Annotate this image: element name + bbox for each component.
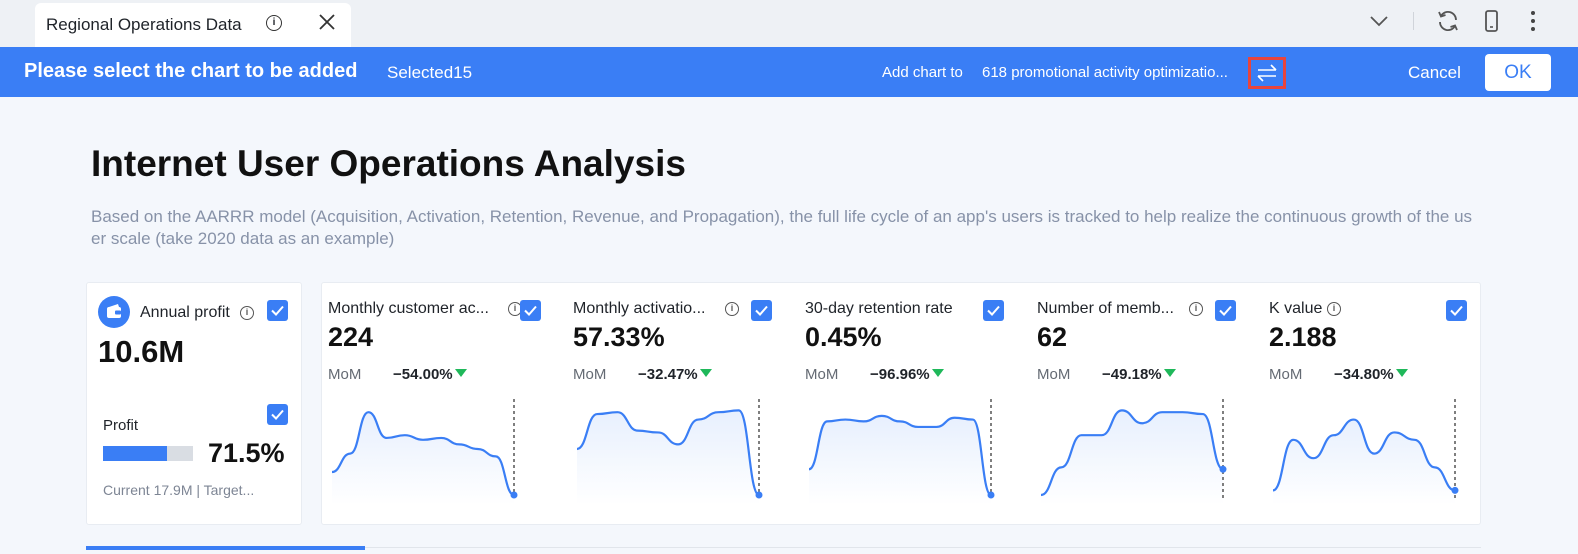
metric-checkbox[interactable] xyxy=(751,300,772,321)
selected-count: Selected15 xyxy=(387,63,473,82)
metric-checkbox[interactable] xyxy=(520,300,541,321)
sparkline-end-point xyxy=(1219,465,1227,473)
trend-sparkline xyxy=(576,399,763,505)
more-icon[interactable] xyxy=(1520,8,1546,34)
add-to-target[interactable]: 618 promotional activity optimizatio... xyxy=(982,64,1228,81)
active-tab-indicator xyxy=(86,546,365,550)
chevron-down-icon[interactable] xyxy=(1366,8,1392,34)
tab-title: Regional Operations Data xyxy=(46,15,242,34)
trend-sparkline xyxy=(331,399,518,505)
metric-value: 2.188 xyxy=(1269,322,1337,352)
profit-label: Profit xyxy=(103,417,139,434)
mom-label: MoM xyxy=(805,366,839,383)
info-icon[interactable]: i xyxy=(1327,302,1341,316)
sparkline-end-point xyxy=(755,491,763,499)
tab-divider xyxy=(365,547,1481,548)
mom-label: MoM xyxy=(573,366,607,383)
profit-percent: 71.5% xyxy=(208,438,285,468)
sparkline-area xyxy=(332,412,514,505)
sparkline-end-point xyxy=(987,491,995,499)
mom-change: −32.47% xyxy=(638,366,712,383)
annual-profit-label: Annual profit xyxy=(140,304,230,321)
trend-sparkline xyxy=(1040,399,1227,505)
profit-footer: Current 17.9M | Target... xyxy=(103,482,255,498)
mom-change: −54.00% xyxy=(393,366,467,383)
metric-number-of-members: Number of memb... i 62 MoM −49.18% xyxy=(1031,283,1261,526)
metric-checkbox[interactable] xyxy=(1446,300,1467,321)
metric-value: 57.33% xyxy=(573,322,665,352)
selection-title: Please select the chart to be added xyxy=(24,60,358,82)
wallet-icon xyxy=(98,296,130,328)
sparkline-line xyxy=(1272,418,1456,492)
metric-label: 30-day retention rate xyxy=(805,300,953,317)
tab-regional-operations[interactable]: Regional Operations Data i xyxy=(35,3,351,47)
mom-label: MoM xyxy=(1269,366,1303,383)
refresh-icon[interactable] xyxy=(1435,8,1461,34)
sparkline-line xyxy=(576,409,761,497)
profit-progress-checkbox[interactable] xyxy=(267,404,288,425)
annual-profit-checkbox[interactable] xyxy=(267,300,288,321)
metric-k-value: K value i 2.188 MoM −34.80% xyxy=(1263,283,1493,526)
switch-target-button[interactable] xyxy=(1248,57,1286,89)
sparkline-area xyxy=(809,415,991,505)
metric-label: Monthly customer ac... xyxy=(328,300,489,317)
down-triangle-icon xyxy=(931,369,944,377)
sparkline-end-point xyxy=(1451,486,1459,494)
swap-icon xyxy=(1257,64,1277,82)
metric-label: Number of memb... xyxy=(1037,300,1174,317)
metric-30-day-retention: 30-day retention rate 0.45% MoM −96.96% xyxy=(799,283,1029,526)
down-triangle-icon xyxy=(699,369,712,377)
mom-change-value: −34.80% xyxy=(1334,366,1394,383)
down-triangle-icon xyxy=(1163,369,1176,377)
metric-value: 62 xyxy=(1037,322,1068,352)
metrics-card: Monthly customer ac... i 224 MoM −54.00%… xyxy=(321,282,1481,525)
sparkline-end-point xyxy=(510,491,518,499)
mom-change-value: −96.96% xyxy=(870,366,930,383)
metric-checkbox[interactable] xyxy=(983,300,1004,321)
metric-value: 224 xyxy=(328,322,374,352)
sparkline-line xyxy=(808,414,993,497)
metric-checkbox[interactable] xyxy=(1215,300,1236,321)
page-description: Based on the AARRR model (Acquisition, A… xyxy=(91,207,1473,248)
info-icon[interactable]: i xyxy=(1189,302,1203,316)
annual-profit-card: Annual profit i 10.6M Profit 71.5% Curre… xyxy=(86,282,302,525)
mom-change: −96.96% xyxy=(870,366,944,383)
mom-change: −34.80% xyxy=(1334,366,1408,383)
close-icon[interactable] xyxy=(315,10,339,34)
metric-label: Monthly activatio... xyxy=(573,300,706,317)
mom-label: MoM xyxy=(328,366,362,383)
sparkline-area xyxy=(1273,419,1455,505)
sparkline-line xyxy=(331,411,515,497)
page-title: Internet User Operations Analysis xyxy=(91,143,686,184)
mom-change-value: −32.47% xyxy=(638,366,698,383)
mom-label: MoM xyxy=(1037,366,1071,383)
mom-change: −49.18% xyxy=(1102,366,1176,383)
tab-bar: Regional Operations Data i xyxy=(0,0,1578,47)
info-icon[interactable]: i xyxy=(725,302,739,316)
down-triangle-icon xyxy=(454,369,467,377)
mom-change-value: −49.18% xyxy=(1102,366,1162,383)
cancel-button[interactable]: Cancel xyxy=(1408,63,1461,82)
profit-progress-fill xyxy=(103,446,168,461)
trend-sparkline xyxy=(808,399,995,505)
metric-monthly-activation: Monthly activatio... i 57.33% MoM −32.47… xyxy=(567,283,797,526)
sparkline-line xyxy=(1040,409,1224,497)
down-triangle-icon xyxy=(1395,369,1408,377)
info-icon[interactable]: i xyxy=(266,15,282,31)
mobile-icon[interactable] xyxy=(1478,8,1504,34)
mom-change-value: −54.00% xyxy=(393,366,453,383)
trend-sparkline xyxy=(1272,399,1459,505)
profit-progress-bar xyxy=(103,446,193,461)
metric-monthly-customer-acquisition: Monthly customer ac... i 224 MoM −54.00% xyxy=(322,283,552,526)
sparkline-area xyxy=(577,410,759,505)
add-to-label: Add chart to xyxy=(882,64,963,81)
metric-label: K value xyxy=(1269,300,1323,317)
metric-value: 0.45% xyxy=(805,322,882,352)
annual-profit-value: 10.6M xyxy=(98,334,185,369)
chart-selection-bar: Please select the chart to be added Sele… xyxy=(0,47,1578,97)
toolbar-divider xyxy=(1413,12,1414,30)
info-icon[interactable]: i xyxy=(240,306,254,320)
ok-button[interactable]: OK xyxy=(1485,54,1551,91)
sparkline-area xyxy=(1041,410,1223,505)
